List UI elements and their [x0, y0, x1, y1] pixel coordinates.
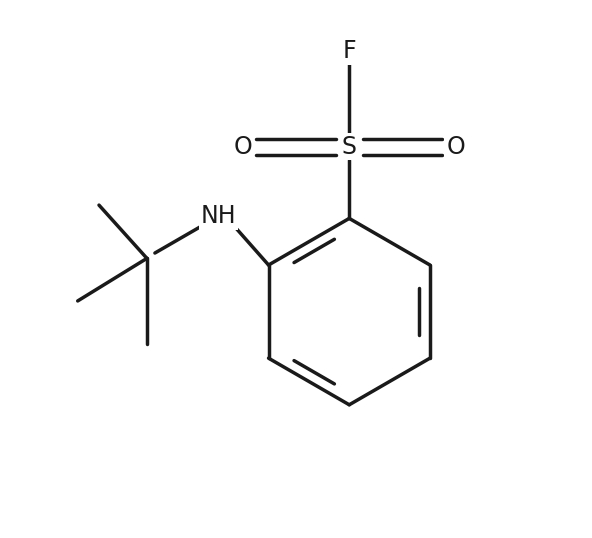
Text: O: O	[446, 134, 465, 159]
Text: O: O	[233, 134, 252, 159]
Text: S: S	[342, 134, 357, 159]
Text: F: F	[342, 39, 356, 63]
Text: NH: NH	[201, 204, 237, 228]
